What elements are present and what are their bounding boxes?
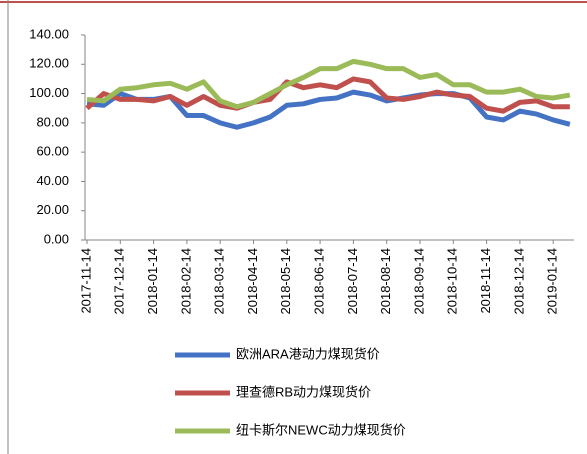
y-tick-label: 40.00 [36, 173, 69, 188]
y-tick-label: 0.00 [44, 231, 69, 246]
legend-label: 纽卡斯尔NEWC动力煤现货价 [236, 422, 406, 437]
x-tick-label: 2018-06-14 [312, 248, 327, 315]
y-tick-label: 20.00 [36, 202, 69, 217]
y-tick-label: 120.00 [29, 56, 69, 71]
x-tick-label: 2018-01-14 [145, 248, 160, 315]
series-line [85, 76, 570, 114]
x-tick-label: 2018-12-14 [511, 248, 526, 315]
x-tick-label: 2018-07-14 [345, 248, 360, 315]
x-tick-label: 2018-11-14 [478, 248, 493, 314]
x-tick-label: 2018-04-14 [245, 248, 260, 315]
y-tick-label: 100.00 [29, 85, 69, 100]
legend-label: 欧洲ARA港动力煤现货价 [236, 346, 380, 361]
y-tick-label: 80.00 [36, 114, 69, 129]
x-tick-label: 2018-03-14 [212, 248, 227, 315]
x-tick-label: 2018-10-14 [445, 248, 460, 315]
x-tick-label: 2019-01-14 [545, 248, 560, 315]
x-tick-label: 2017-12-14 [112, 248, 127, 315]
x-tick-label: 2018-02-14 [178, 248, 193, 315]
legend-label: 理查德RB动力煤现货价 [236, 384, 371, 399]
x-tick-label: 2018-09-14 [411, 248, 426, 315]
x-tick-label: 2018-05-14 [278, 248, 293, 315]
x-tick-label: 2018-08-14 [378, 248, 393, 315]
y-tick-label: 60.00 [36, 144, 69, 159]
x-tick-label: 2017-11-14 [78, 248, 93, 314]
y-tick-label: 140.00 [29, 26, 69, 41]
series-line [86, 58, 571, 110]
